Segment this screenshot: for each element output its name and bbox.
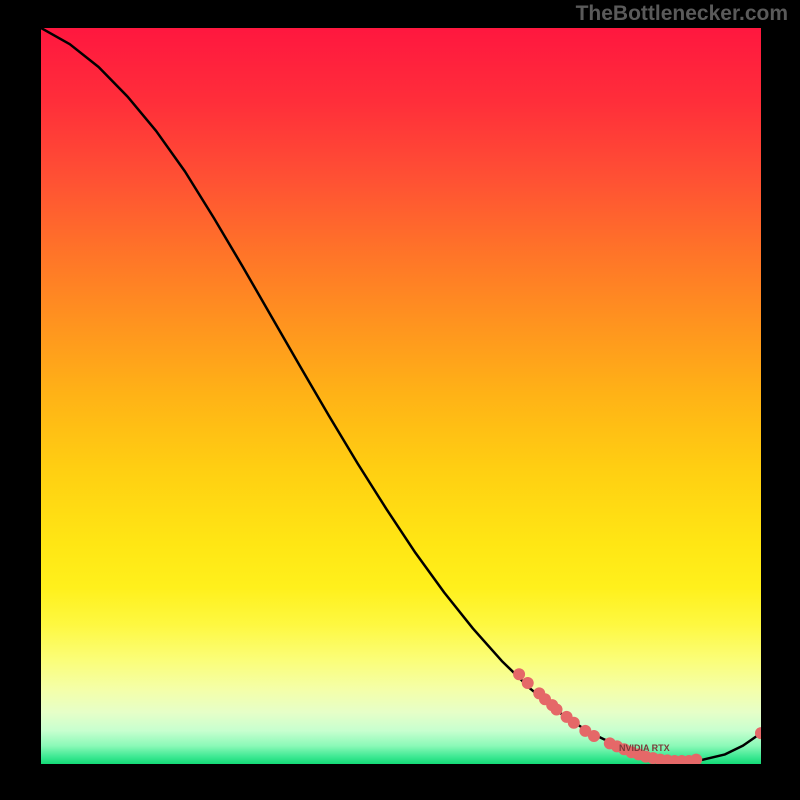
data-point [568,717,580,729]
data-point [551,704,563,716]
series-label: NVIDIA RTX [619,743,670,753]
chart-container: TheBottlenecker.com NVIDIA RTX [0,0,800,800]
data-point [588,730,600,742]
plot-svg: NVIDIA RTX [41,28,761,764]
data-point [522,677,534,689]
plot-area: NVIDIA RTX [41,28,761,764]
watermark-text: TheBottlenecker.com [576,2,788,26]
gradient-background [41,28,761,764]
data-point [513,668,525,680]
